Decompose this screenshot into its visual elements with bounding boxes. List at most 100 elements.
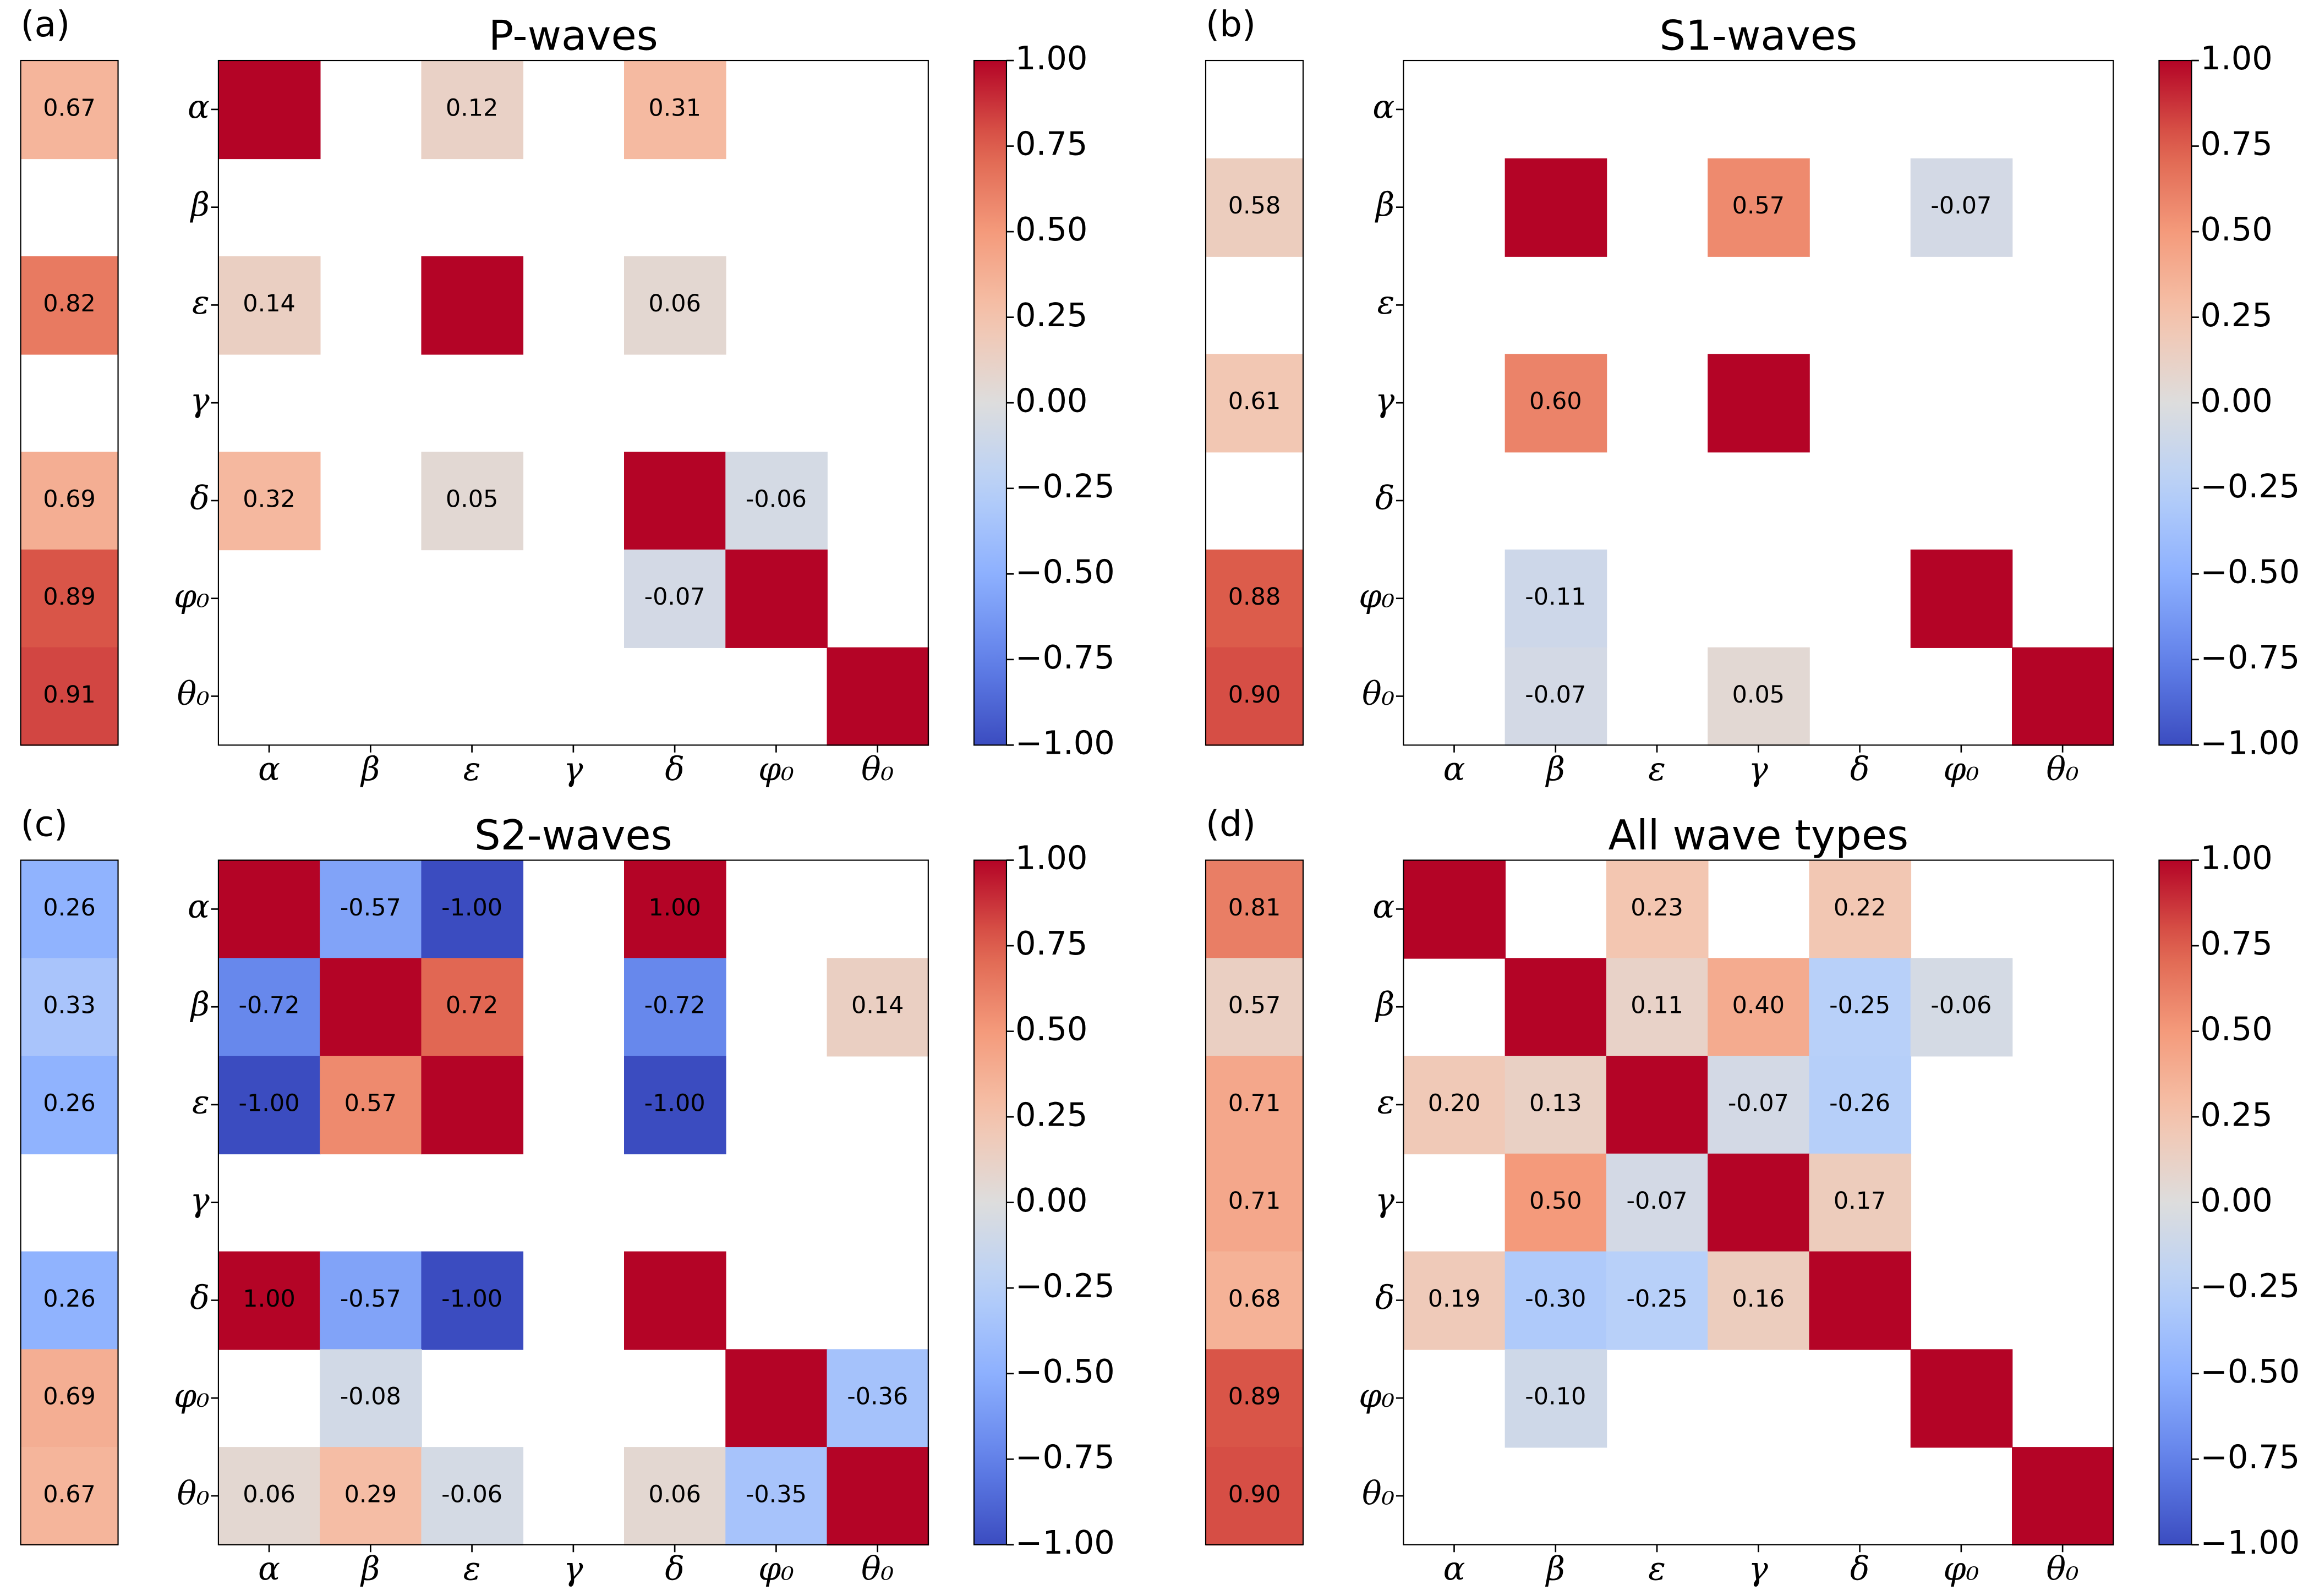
heatmap-cell [725,1447,828,1546]
heatmap-cell [1708,1056,1810,1155]
heatmap-cell [1505,1349,1607,1448]
cell-label: -1.00 [441,894,502,922]
column-label: α [1443,1550,1465,1588]
colorbar-tick-label: −0.25 [1015,467,1115,505]
colorbar-tick-label: −0.25 [2201,1266,2300,1304]
heatmap-cell [1809,958,1912,1057]
cell-label: 0.05 [446,485,498,513]
colorbar-tick-label: −0.75 [1015,1438,1115,1476]
side-cell-label: 0.71 [1228,1089,1281,1117]
row-label: θ₀ [177,674,210,712]
side-cell-label: 0.89 [43,583,96,611]
side-cell [1205,1251,1303,1350]
colorbar-tick-label: −0.50 [1015,552,1115,590]
side-cell [20,1447,118,1546]
colorbar-tick-label: −0.75 [2201,638,2300,676]
heatmap-cell [1606,1153,1709,1252]
side-cell [1205,549,1303,648]
cell-label: -0.07 [644,583,705,611]
cell-label: -1.00 [441,1285,502,1313]
panel-title: P-waves [489,11,658,59]
side-frame [20,859,119,1545]
heatmap-cell [218,860,321,959]
heatmap-cell [2012,1447,2114,1546]
column-label: φ₀ [1943,750,1979,788]
heatmap-cell [320,1251,422,1350]
cell-label: 0.19 [1428,1285,1481,1313]
side-cell [1205,647,1303,746]
side-cell [1205,1153,1303,1252]
column-label: δ [1850,1550,1870,1588]
colorbar-tick-label: 0.25 [1015,296,1087,334]
row-label: δ [190,1279,210,1317]
colorbar-tick-label: −0.25 [1015,1266,1115,1304]
row-label: ε [192,283,210,321]
side-cell [1205,158,1303,257]
colorbar [2158,859,2192,1545]
heatmap-cell [1505,549,1607,648]
heatmap-cell [624,256,726,355]
heatmap-cell [1606,958,1709,1057]
cell-label: -0.72 [644,992,705,1019]
side-cell [1205,1447,1303,1546]
cell-label: 0.14 [243,290,295,317]
heatmap-cell [1403,860,1506,959]
side-cell-label: 0.81 [1228,894,1281,922]
row-label: θ₀ [1362,674,1394,712]
side-cell-label: 0.26 [43,894,96,922]
panel-title: S1-waves [1659,11,1857,59]
heatmap-cell [1809,1251,1912,1350]
heatmap-cell [624,61,726,160]
colorbar-tick-label: 0.50 [2201,1010,2273,1048]
cell-label: 0.16 [1732,1285,1785,1313]
cell-label: 0.57 [344,1089,397,1117]
heatmap-cell [624,958,726,1057]
heatmap-cell [1708,1153,1810,1252]
colorbar-tick-label: 0.75 [1015,924,1087,962]
heatmap-cell [827,1447,929,1546]
heatmap-cell [624,860,726,959]
panel-label: (d) [1206,803,1256,844]
column-label: α [258,1550,280,1588]
column-label: γ [564,1550,583,1588]
cell-label: -0.30 [1525,1285,1586,1313]
side-cell-label: 0.67 [43,1480,96,1508]
heatmap-cell [1809,1056,1912,1155]
side-cell-label: 0.90 [1228,1480,1281,1508]
row-label: θ₀ [177,1474,210,1512]
side-cell-label: 0.57 [1228,992,1281,1019]
column-label: δ [1850,750,1870,788]
side-cell [20,256,118,355]
side-cell [1205,958,1303,1057]
side-cell [1205,1056,1303,1155]
column-label: α [1443,750,1465,788]
cell-label: -0.06 [1930,992,1992,1019]
heatmap-cell [1708,354,1810,453]
side-cell [1205,860,1303,959]
cell-label: -0.06 [441,1480,502,1508]
row-label: β [190,185,210,223]
side-cell [1205,354,1303,453]
side-cell-label: 0.58 [1228,192,1281,220]
panel-label: (c) [21,803,68,844]
heatmap-cell [1505,1251,1607,1350]
heatmap-cell [320,860,422,959]
heatmap-cell [1505,1153,1607,1252]
colorbar-tick-label: 1.00 [1015,839,1087,877]
column-label: θ₀ [861,750,894,788]
row-label: γ [1375,1181,1395,1219]
cell-label: 0.50 [1529,1187,1582,1215]
row-label: φ₀ [174,1376,210,1414]
row-label: α [1372,887,1394,925]
colorbar-tick-label: 0.25 [2201,1095,2273,1133]
side-cell-label: 0.88 [1228,583,1281,611]
side-cell-label: 0.69 [43,1383,96,1411]
heatmap-cell [1403,1251,1506,1350]
cell-label: 0.29 [344,1480,397,1508]
side-cell-label: 0.71 [1228,1187,1281,1215]
colorbar [973,59,1008,746]
column-label: δ [665,1550,685,1588]
cell-label: -0.08 [340,1383,401,1411]
row-label: α [1372,87,1394,125]
